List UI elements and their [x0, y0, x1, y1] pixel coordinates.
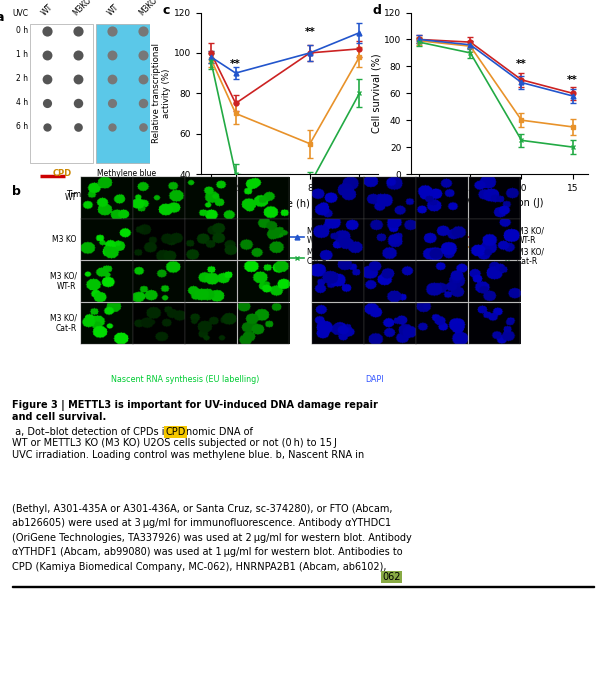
Point [107, 73, 117, 84]
Y-axis label: Cell survival (%): Cell survival (%) [371, 54, 381, 133]
Text: DAPI: DAPI [365, 375, 384, 383]
Y-axis label: Relative transcriptional
activity (%): Relative transcriptional activity (%) [152, 43, 171, 143]
Text: Nascent RNA synthesis (EU labelling): Nascent RNA synthesis (EU labelling) [111, 375, 260, 383]
Bar [30, 24, 92, 163]
Text: 0 h: 0 h [331, 192, 345, 200]
Point [42, 73, 51, 84]
Text: 062: 062 [382, 572, 401, 583]
X-axis label: Time (h): Time (h) [269, 198, 310, 208]
Point [42, 49, 51, 61]
Bar [96, 24, 158, 163]
Text: Methylene blue: Methylene blue [97, 169, 157, 178]
Point [107, 25, 117, 36]
Point [42, 97, 51, 109]
Text: 2 h: 2 h [152, 192, 166, 200]
Point [73, 25, 83, 36]
Text: **: ** [516, 59, 527, 69]
Text: 12 h: 12 h [485, 192, 504, 200]
Text: a: a [0, 10, 4, 24]
Text: a, Dot–blot detection of CPDs in genomic DNA of
WT or METTL3 KO (M3 KO) U2OS cel: a, Dot–blot detection of CPDs in genomic… [12, 427, 364, 460]
Point [73, 73, 83, 84]
Text: WT: WT [40, 3, 55, 17]
Text: **: ** [305, 26, 315, 37]
Text: 1 h: 1 h [16, 50, 28, 59]
Text: b: b [12, 185, 21, 198]
Text: CPD: CPD [165, 427, 185, 436]
Text: **: ** [567, 75, 578, 85]
Point [73, 49, 83, 61]
Point [73, 121, 83, 132]
Legend: WT, M3 KO, M3 KO/
WT-R, M3 KO/
Cat-R: WT, M3 KO, M3 KO/ WT-R, M3 KO/ Cat-R [242, 223, 337, 269]
Point [139, 25, 148, 36]
Text: c: c [162, 4, 169, 17]
Text: d: d [372, 4, 381, 17]
Text: 6 h: 6 h [16, 122, 28, 132]
Text: 2 h: 2 h [383, 192, 397, 200]
Text: WT: WT [106, 3, 121, 17]
Point [107, 121, 117, 132]
Text: 12 h: 12 h [254, 192, 273, 200]
Text: 2 h: 2 h [16, 74, 28, 84]
Point [42, 121, 51, 132]
Point [107, 49, 117, 61]
Point [139, 49, 148, 61]
Point [139, 97, 148, 109]
Text: Time after UVC: Time after UVC [66, 191, 130, 199]
Text: M3 KO: M3 KO [52, 235, 77, 244]
Point [139, 73, 148, 84]
Text: M3 KO/
WT-R: M3 KO/ WT-R [50, 271, 77, 291]
Legend: WT, M3 KO, M3 KO/
WT-R, M3 KO/
Cat-R: WT, M3 KO, M3 KO/ WT-R, M3 KO/ Cat-R [452, 223, 547, 269]
Point [42, 25, 51, 36]
Text: (Bethyl, A301-435A or A301-436A, or Santa Cruz, sc-374280), or FTO (Abcam,
ab126: (Bethyl, A301-435A or A301-436A, or Sant… [12, 504, 412, 571]
Text: Figure 3 | METTL3 is important for UV-induced DNA damage repair
and cell surviva: Figure 3 | METTL3 is important for UV-in… [12, 400, 378, 422]
Text: 0 h: 0 h [100, 192, 114, 200]
Text: UVC: UVC [13, 8, 28, 17]
Text: 4 h: 4 h [16, 98, 28, 107]
Point [139, 121, 148, 132]
Point [73, 97, 83, 109]
Text: 8 h: 8 h [205, 192, 218, 200]
Text: M3KO: M3KO [71, 0, 93, 17]
X-axis label: UVC irradiation (J): UVC irradiation (J) [456, 198, 543, 208]
Text: CPD: CPD [52, 169, 71, 178]
Text: WT: WT [65, 193, 77, 202]
Text: **: ** [230, 59, 241, 69]
Text: M3KO: M3KO [137, 0, 159, 17]
Text: 8 h: 8 h [436, 192, 449, 200]
Text: 0 h: 0 h [16, 26, 28, 35]
Text: M3 KO/
Cat-R: M3 KO/ Cat-R [50, 313, 77, 333]
Point [107, 97, 117, 109]
